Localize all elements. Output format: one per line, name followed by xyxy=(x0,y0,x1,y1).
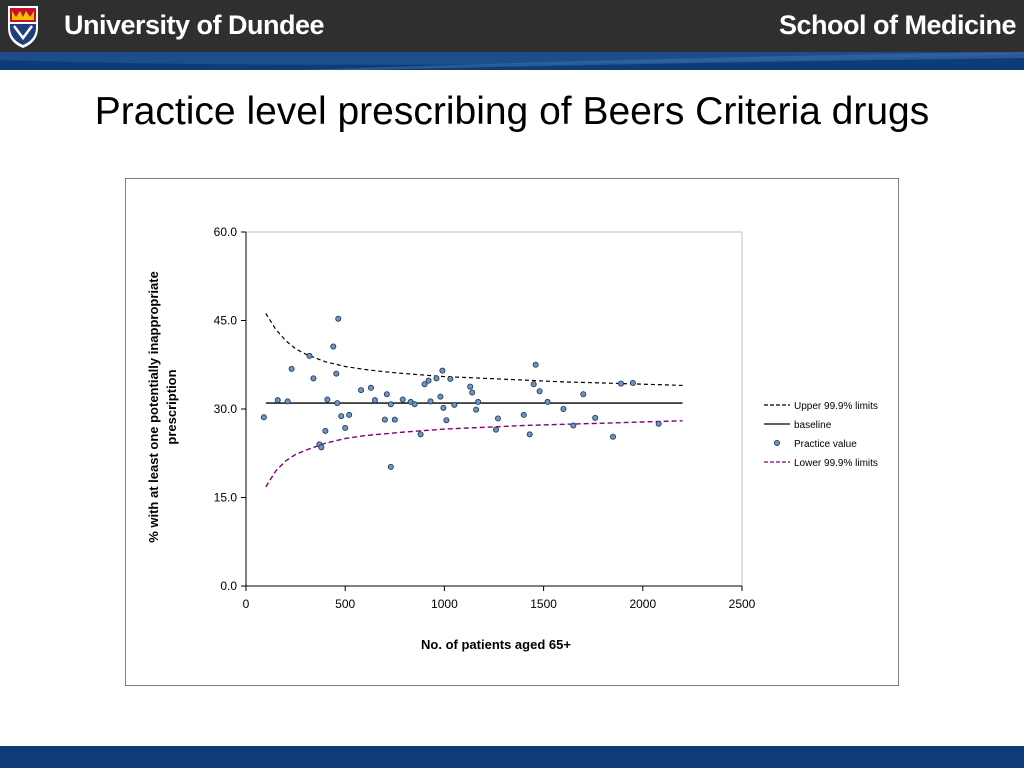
practice-value-point xyxy=(318,444,325,451)
practice-value-point xyxy=(310,375,317,382)
school-name: School of Medicine xyxy=(778,10,1017,40)
header-band xyxy=(0,52,1024,70)
x-tick-label: 1500 xyxy=(530,597,557,611)
practice-value-point xyxy=(532,361,539,368)
practice-value-point xyxy=(536,388,543,395)
practice-value-point xyxy=(440,404,447,411)
practice-value-point xyxy=(655,420,662,427)
practice-value-point xyxy=(617,380,624,387)
y-axis-label-line-1: % with at least one potentially inapprop… xyxy=(146,271,161,543)
practice-value-point xyxy=(387,401,394,408)
x-tick-label: 2000 xyxy=(629,597,656,611)
practice-value-point xyxy=(526,431,533,438)
practice-value-point xyxy=(520,411,527,418)
y-tick-label: 45.0 xyxy=(214,314,238,328)
practice-value-point xyxy=(473,406,480,413)
practice-value-point xyxy=(333,370,340,377)
practice-value-point xyxy=(443,417,450,424)
practice-value-point xyxy=(417,431,424,438)
plot-border xyxy=(245,231,743,587)
practice-value-point xyxy=(570,422,577,429)
practice-value-point xyxy=(324,396,331,403)
practice-value-point xyxy=(358,387,365,394)
practice-value-point xyxy=(530,381,537,388)
practice-value-point xyxy=(335,315,342,322)
practice-value-point xyxy=(284,398,291,405)
x-tick-label: 0 xyxy=(243,597,250,611)
practice-value-point xyxy=(371,397,378,404)
x-tick-label: 2500 xyxy=(729,597,756,611)
practice-value-point xyxy=(425,377,432,384)
practice-value-point xyxy=(592,414,599,421)
y-tick-label: 30.0 xyxy=(214,402,238,416)
practice-value-point xyxy=(629,380,636,387)
practice-value-point xyxy=(274,397,281,404)
legend-marker xyxy=(774,439,781,446)
chart-frame: 0.0 15.0 30.0 45.0 60.0 0 500 1000 1500 2000 2500 … xyxy=(125,178,899,686)
footer-bar xyxy=(0,746,1024,768)
upper-limit-line xyxy=(265,313,683,386)
practice-value-point xyxy=(391,416,398,423)
practice-value-point xyxy=(399,396,406,403)
slide-title: Practice level prescribing of Beers Crit… xyxy=(94,90,930,133)
legend-label: Practice value xyxy=(794,439,857,450)
practice-value-point xyxy=(342,424,349,431)
practice-value-point xyxy=(439,367,446,374)
legend-label: baseline xyxy=(794,420,832,431)
lower-limit-line xyxy=(265,420,683,488)
practice-value-point xyxy=(451,401,458,408)
university-name: University of Dundee xyxy=(64,10,325,40)
practice-value-point xyxy=(338,413,345,420)
practice-value-point xyxy=(467,383,474,390)
plot-area xyxy=(245,231,743,587)
university-crest-icon xyxy=(8,6,38,48)
practice-value-point xyxy=(492,426,499,433)
practice-value-point xyxy=(421,381,428,388)
practice-value-point xyxy=(306,352,313,359)
practice-value-point xyxy=(610,433,617,440)
practice-value-point xyxy=(260,414,267,421)
practice-value-point xyxy=(387,463,394,470)
practice-value-point xyxy=(447,375,454,382)
practice-value-point xyxy=(494,415,501,422)
y-tick-label: 0.0 xyxy=(220,579,237,593)
practice-value-point xyxy=(330,343,337,350)
practice-value-point xyxy=(475,398,482,405)
x-axis-label: No. of patients aged 65+ xyxy=(421,637,571,652)
practice-value-point xyxy=(334,400,341,407)
y-tick-label: 15.0 xyxy=(214,491,238,505)
practice-value-point xyxy=(383,391,390,398)
practice-value-point xyxy=(580,391,587,398)
legend-label: Lower 99.9% limits xyxy=(794,458,878,469)
practice-value-point xyxy=(367,384,374,391)
practice-value-point xyxy=(346,411,353,418)
practice-value-point xyxy=(381,416,388,423)
y-axis-label-line-2: prescription xyxy=(164,369,179,444)
practice-value-point xyxy=(288,365,295,372)
x-tick-label: 1000 xyxy=(431,597,458,611)
practice-value-point xyxy=(433,375,440,382)
practice-value-point xyxy=(427,398,434,405)
scatter-chart: 0.015.030.045.060.00 500 1000 1500 2000 2500 … xyxy=(146,225,878,652)
y-tick-label: 60.0 xyxy=(214,225,238,239)
axes: 0.0 15.0 30.0 45.0 60.0 0 500 1000 1500 2000 2500 xyxy=(214,225,756,611)
legend: Upper 99.9% limits baseline Practice value… xyxy=(764,401,878,469)
practice-value-point xyxy=(322,427,329,434)
legend-label: Upper 99.9% limits xyxy=(794,401,878,412)
practice-value-point xyxy=(411,401,418,408)
header-bar: University of Dundee School of Medicine xyxy=(0,0,1024,52)
practice-value-point xyxy=(469,389,476,396)
practice-value-point xyxy=(437,393,444,400)
practice-value-point xyxy=(544,398,551,405)
x-tick-label: 500 xyxy=(335,597,355,611)
practice-value-point xyxy=(560,405,567,412)
